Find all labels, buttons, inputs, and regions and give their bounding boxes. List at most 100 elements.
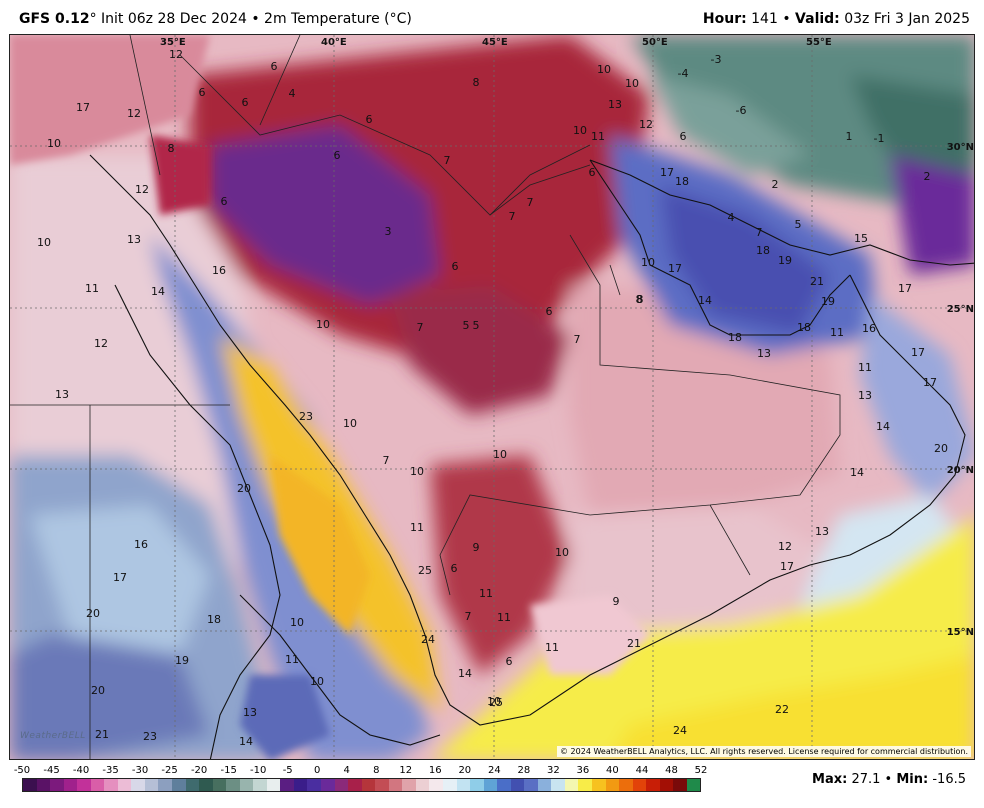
temperature-value-label: -3 [711,53,722,66]
colorbar-swatch [266,779,281,791]
temperature-value-label: 10 [410,465,424,478]
temperature-value-label: 14 [876,420,890,433]
coastlines [89,154,974,759]
temperature-value-label: 13 [55,388,69,401]
colorbar-swatch [686,779,701,791]
colorbar-swatch [158,779,173,791]
map-title: GFS 0.12° Init 06z 28 Dec 2024 • 2m Temp… [19,11,412,27]
temperature-value-label: 10 [555,546,569,559]
colorbar-swatch [375,779,389,791]
colorbar-tick-label: 8 [373,765,380,776]
colorbar-tick-label: 12 [399,765,413,776]
colorbar-swatch [402,779,416,791]
colorbar-swatch [293,779,308,791]
map-canvas: 35°E 40°E 45°E 50°E 55°E 30°N 25°N 20°N … [10,35,974,759]
temperature-value-label: 4 [728,211,735,224]
temperature-value-label: 11 [285,653,299,666]
temperature-value-label: 6 [589,166,596,179]
weatherbell-logo: WeatherBELL [20,731,86,741]
temperature-value-label: 10 [573,124,587,137]
colorbar-swatch [226,779,240,791]
temperature-value-label: 5 [473,319,480,332]
temperature-value-label: 11 [410,521,424,534]
temperature-value-label: 6 [199,86,206,99]
colorbar-swatch [185,779,200,791]
temperature-value-label: 12 [169,48,183,61]
temperature-value-label: 7 [383,454,390,467]
temperature-value-label: 10 [487,695,501,708]
temperature-value-label: 17 [76,101,90,114]
min-value: -16.5 [928,772,966,787]
temperature-value-label: 3 [385,225,392,238]
colorbar-tick-label: -15 [220,765,237,776]
temperature-value-label: 17 [898,282,912,295]
colorbar-swatch [564,779,579,791]
colorbar-swatch [483,779,498,791]
temperature-value-label: 20 [91,684,105,697]
lat-label-15: 15°N [947,627,974,638]
temperature-value-label: 18 [797,321,811,334]
colorbar-swatch [470,779,484,791]
colorbar-tick-label: 16 [428,765,442,776]
colorbar-tick-label: -40 [72,765,90,776]
temperature-value-label: 19 [821,295,835,308]
lon-label-45: 45°E [482,37,508,48]
temperature-value-label: 10 [597,63,611,76]
temperature-value-label: 20 [86,607,100,620]
colorbar-swatch [104,779,118,791]
temperature-value-label: 5 [463,319,470,332]
temperature-field [10,35,974,759]
temperature-value-label: 16 [862,322,876,335]
colorbar-tick-label: 40 [606,765,619,776]
temperature-value-label: 25 [418,564,432,577]
colorbar-swatch [578,779,592,791]
colorbar-swatch [537,779,552,791]
temperature-value-label: -4 [678,67,689,80]
hour-label: Hour: [702,11,747,27]
colorbar-swatch [253,779,267,791]
temperature-value-label: 12 [135,183,149,196]
colorbar-tick-label: -25 [161,765,178,776]
colorbar-swatch [212,779,227,791]
temperature-value-label: 18 [675,175,689,188]
temperature-value-label: -1 [874,132,885,145]
colorbar-swatch [23,779,37,791]
temperature-value-label: 11 [830,326,844,339]
temperature-value-label: 10 [47,137,61,150]
temperature-value-label: 13 [815,525,829,538]
temperature-value-label: 6 [451,562,458,575]
temperature-value-label: 8 [637,293,644,306]
lat-label-25: 25°N [947,304,974,315]
colorbar-tick-label: -30 [131,765,149,776]
max-value: 27.1 • [847,772,897,787]
temperature-value-label: 7 [417,321,424,334]
temperature-value-label: 19 [778,254,792,267]
colorbar-tick-label: -20 [190,765,208,776]
graticule [10,35,974,759]
temperature-value-label: 14 [850,466,864,479]
temperature-value-label: 9 [613,595,620,608]
temperature-value-label: 17 [780,560,794,573]
temperature-value-label: 10 [641,256,655,269]
colorbar-swatch [659,779,674,791]
temperature-value-label: 7 [756,226,763,239]
temperature-value-label: 20 [237,482,251,495]
temperature-value-label: 7 [527,196,534,209]
temperature-value-label: 11 [497,611,511,624]
temperature-value-label: 17 [668,262,682,275]
temperature-value-label: 6 [546,305,553,318]
temperature-value-label: 14 [698,294,712,307]
temperature-value-label: 6 [221,195,228,208]
colorbar-swatch [131,779,145,791]
temperature-value-label: 11 [858,361,872,374]
temperature-value-label: 10 [310,675,324,688]
temperature-value-label: 11 [85,282,99,295]
temperature-value-label: 23 [299,410,313,423]
temperature-value-label: 22 [775,703,789,716]
colorbar-tick-label: 28 [517,765,531,776]
colorbar-swatch [63,779,78,791]
colorbar-swatch [361,779,376,791]
temperature-value-label: 10 [316,318,330,331]
temperature-value-label: 14 [151,285,165,298]
colorbar-swatch [591,779,606,791]
